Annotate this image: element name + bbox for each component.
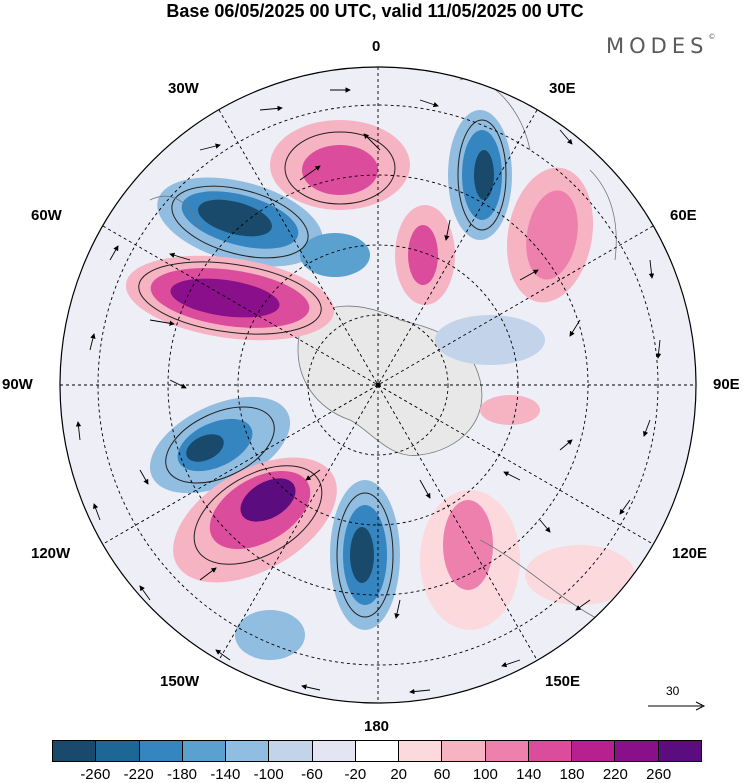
colorbar-cell xyxy=(615,741,659,761)
lon-label-30w: 30W xyxy=(168,80,199,97)
colorbar-cell xyxy=(572,741,616,761)
colorbar-tick-label: 100 xyxy=(472,766,498,783)
wind-vectors xyxy=(75,87,662,695)
map-border xyxy=(59,66,697,704)
colorbar-cell xyxy=(485,741,529,761)
colorbar-cell xyxy=(226,741,270,761)
colorbar-tick-label: 20 xyxy=(390,766,407,783)
colorbar-cell xyxy=(139,741,183,761)
colorbar-cell xyxy=(312,741,356,761)
colorbar-tick-label: -100 xyxy=(253,766,284,783)
colorbar-tick-label: 220 xyxy=(602,766,628,783)
colorbar-cell xyxy=(658,741,701,761)
colorbar-tick-label: -140 xyxy=(210,766,241,783)
lon-label-0: 0 xyxy=(372,38,381,55)
colorbar-cell xyxy=(53,741,97,761)
brand-mark: © xyxy=(708,33,716,41)
colorbar-tick-label: -220 xyxy=(123,766,154,783)
colorbar-tick-label: -180 xyxy=(166,766,198,783)
lon-label-60e: 60E xyxy=(670,207,697,224)
lon-label-120w: 120W xyxy=(31,545,71,562)
colorbar-cell xyxy=(442,741,486,761)
colorbar-tick-label: 260 xyxy=(646,766,672,783)
polar-stereographic-map xyxy=(59,66,697,704)
colorbar-tick-label: -260 xyxy=(80,766,111,783)
lon-label-90w: 90W xyxy=(2,376,33,393)
colorbar-tick-label: 140 xyxy=(516,766,542,783)
colorbar-tick-label: -20 xyxy=(344,766,367,783)
south-pole-marker xyxy=(375,382,381,388)
modes-logo: MODES© xyxy=(606,33,716,58)
brand-text: MODES xyxy=(606,34,709,58)
colorbar-tick-label: 180 xyxy=(559,766,585,783)
field-layer xyxy=(60,67,696,703)
lon-label-60w: 60W xyxy=(31,207,62,224)
colorbar-tick-label: 60 xyxy=(433,766,451,783)
lon-label-150e: 150E xyxy=(545,673,581,690)
lon-label-30e: 30E xyxy=(549,80,576,97)
lon-label-120e: 120E xyxy=(672,545,708,562)
lon-label-90e: 90E xyxy=(713,376,740,393)
colorbar xyxy=(52,740,702,762)
colorbar-cell xyxy=(399,741,443,761)
lon-label-150w: 150W xyxy=(160,673,200,690)
colorbar-cell xyxy=(269,741,313,761)
colorbar-cell xyxy=(96,741,140,761)
map-title: Base 06/05/2025 00 UTC, valid 11/05/2025… xyxy=(166,1,584,21)
colorbar-tick-label: -60 xyxy=(301,766,323,783)
colorbar-cell xyxy=(528,741,573,761)
colorbar-cell xyxy=(355,741,400,761)
reference-vector-label: 30 xyxy=(666,684,680,698)
reference-vector-arrow xyxy=(648,701,706,711)
lon-label-180: 180 xyxy=(364,718,390,735)
colorbar-cell xyxy=(182,741,227,761)
